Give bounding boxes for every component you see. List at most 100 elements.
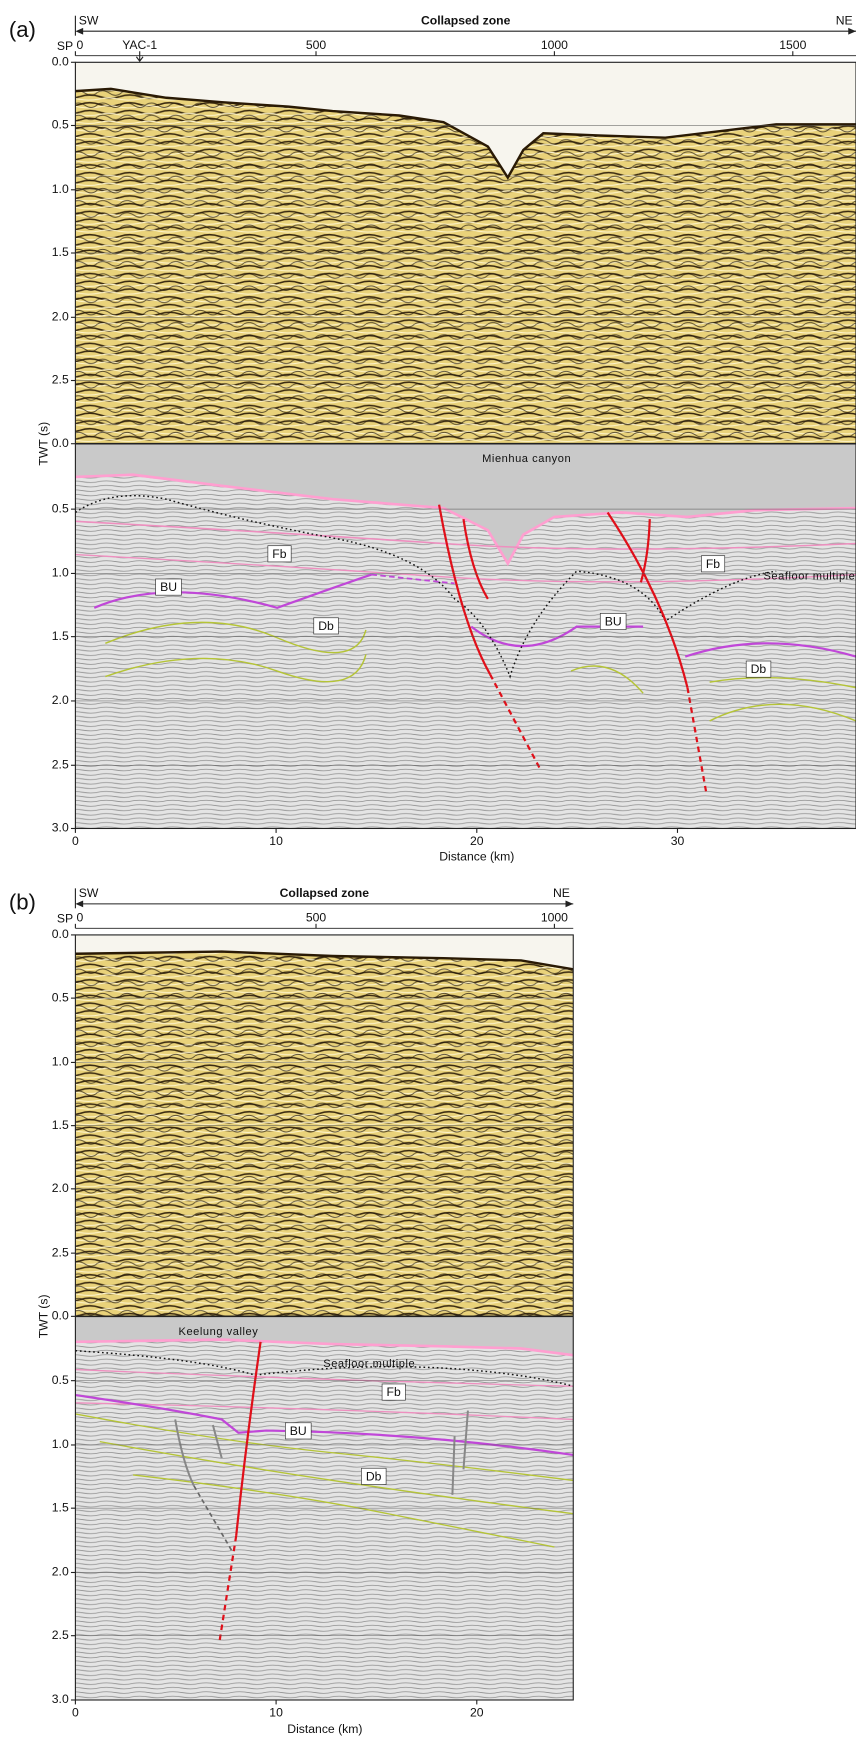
bu-line — [93, 573, 372, 609]
db-line — [75, 1413, 574, 1482]
seafloor-lower — [75, 1338, 574, 1357]
pink-line — [75, 1368, 574, 1387]
fault-line — [437, 504, 492, 675]
y-tick-label: 0.0 — [52, 1309, 69, 1323]
sp-tick-label: 1500 — [779, 38, 806, 52]
annotation-box — [155, 578, 182, 596]
y-tick-label: 0.5 — [52, 990, 69, 1004]
fault-line — [235, 1341, 262, 1537]
direction-right: NE — [553, 886, 570, 900]
sp-tick-label: 500 — [306, 911, 327, 925]
pink-line — [75, 1402, 574, 1421]
y-tick-label: 3.0 — [52, 1692, 69, 1706]
water-upper — [75, 934, 574, 970]
gfault-line — [462, 1410, 469, 1470]
fault-line — [606, 511, 689, 688]
db-line — [105, 621, 367, 654]
db-line — [105, 654, 367, 683]
y-tick-label: 1.0 — [52, 566, 69, 580]
x-tick-label: 0 — [72, 834, 79, 848]
x-axis-title: Distance (km) — [439, 850, 514, 864]
y-tick-label: 0.0 — [52, 55, 69, 69]
x-tick-label: 30 — [671, 834, 685, 848]
x-tick-label: 10 — [269, 834, 283, 848]
sp-tick-label: 500 — [306, 38, 327, 52]
y-tick-label: 2.0 — [52, 310, 69, 324]
water-upper — [75, 62, 856, 178]
annotation: Fb — [387, 1385, 401, 1399]
db-line — [132, 1474, 555, 1548]
y-tick-label: 2.5 — [52, 1628, 69, 1642]
annotation-box — [285, 1422, 312, 1440]
fault-line — [462, 518, 489, 600]
annotation-box — [701, 555, 726, 573]
y-tick-label: 1.5 — [52, 245, 69, 259]
well-arrow — [135, 51, 144, 63]
bu-line — [684, 642, 856, 658]
y-tick-label: 0.0 — [52, 927, 69, 941]
y-tick-label: 1.0 — [52, 182, 69, 196]
annotation: BU — [160, 580, 177, 594]
multiple-line — [75, 1350, 574, 1387]
y-tick-label: 1.5 — [52, 1500, 69, 1514]
sp-tick-label: 1000 — [541, 911, 568, 925]
seafloor-upper — [75, 87, 856, 180]
fault-line — [489, 673, 543, 772]
annotation: BU — [290, 1424, 307, 1438]
bu-line — [75, 1393, 574, 1457]
direction-center: Collapsed zone — [280, 886, 370, 900]
annotation: Db — [318, 619, 334, 633]
gfault-line — [451, 1436, 456, 1495]
seafloor-lower — [75, 473, 856, 567]
y-tick-label: 0.5 — [52, 1373, 69, 1387]
annotation: Fb — [272, 547, 286, 561]
plot-frame — [74, 61, 856, 830]
y-tick-label: 1.5 — [52, 629, 69, 643]
annotation: Keelung valley — [179, 1326, 259, 1338]
annotation-box — [745, 660, 772, 678]
fault-line — [686, 687, 708, 794]
y-tick-label: 1.0 — [52, 1055, 69, 1069]
annotation: Mienhua canyon — [482, 453, 571, 465]
annotation-box — [381, 1383, 406, 1401]
fault-line — [639, 519, 651, 583]
sp-tick-label: 1000 — [541, 38, 568, 52]
pink-line — [75, 520, 856, 550]
gfault-line — [174, 1419, 195, 1487]
well-label: YAC-1 — [122, 38, 157, 52]
y-tick-label: 1.5 — [52, 1118, 69, 1132]
db-line — [570, 665, 644, 694]
annotation-box — [267, 545, 292, 563]
annotation: Seafloor multiple — [763, 571, 855, 583]
annotation-box — [313, 617, 339, 635]
annotation: BU — [605, 614, 622, 628]
pink-line — [75, 553, 856, 583]
annotation: Fb — [706, 557, 720, 571]
annotation-box — [599, 613, 627, 630]
sp-tick-label: 0 — [76, 38, 83, 52]
y-tick-label: 2.0 — [52, 1565, 69, 1579]
annotation: Db — [751, 662, 767, 676]
annotation: Db — [366, 1469, 382, 1483]
seafloor-upper — [75, 950, 574, 971]
gfault-line — [211, 1424, 223, 1459]
arrow-head — [75, 27, 84, 35]
arrow-head — [75, 900, 84, 908]
y-tick-label: 2.5 — [52, 1245, 69, 1259]
y-tick-label: 2.5 — [52, 757, 69, 771]
panel-label: (b) — [9, 890, 36, 915]
x-tick-label: 20 — [470, 1706, 484, 1720]
sp-axis-label: SP — [57, 912, 73, 926]
y-axis-title: TWT (s) — [37, 422, 51, 466]
arrow-head — [848, 27, 856, 35]
y-tick-label: 2.5 — [52, 373, 69, 387]
annotation: Seafloor multiple — [323, 1358, 415, 1370]
plot-frame — [74, 934, 574, 1701]
bu-line — [371, 573, 455, 585]
arrow-head — [565, 900, 574, 908]
annotation-box — [361, 1467, 387, 1485]
db-line — [709, 703, 856, 722]
sp-tick-label: 0 — [76, 911, 83, 925]
db-line — [99, 1440, 574, 1515]
